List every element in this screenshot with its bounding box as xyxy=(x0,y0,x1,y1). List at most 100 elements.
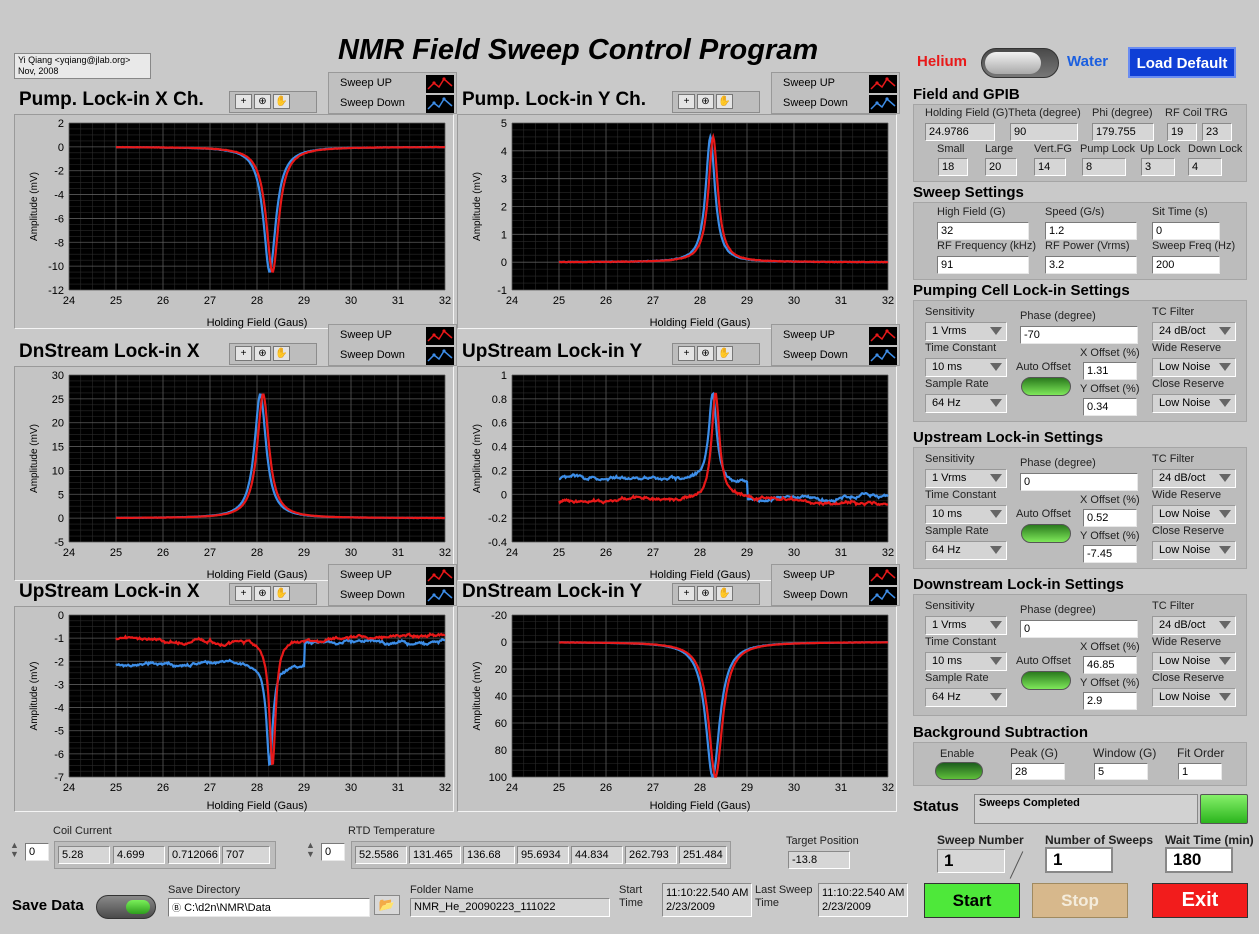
pan-hand-icon[interactable]: ✋ xyxy=(273,346,290,361)
graph-plot-6[interactable]: 24 25 26 27 28 29 30 31 32 -20 0 20 40 60 80 100 Holding… xyxy=(458,607,898,813)
sit-time-input[interactable]: 0 xyxy=(1152,222,1220,240)
rf-frequency-input[interactable]: 91 xyxy=(937,256,1029,274)
num-sweeps-input[interactable]: 1 xyxy=(1045,847,1113,873)
downstream-tc-filter-select[interactable]: 24 dB/oct xyxy=(1152,616,1236,635)
exit-button[interactable]: Exit xyxy=(1152,883,1248,918)
downstream-phase-input[interactable]: 0 xyxy=(1020,620,1138,638)
upstream-phase-input[interactable]: 0 xyxy=(1020,473,1138,491)
author-date: Nov, 2008 xyxy=(18,66,59,76)
pan-hand-icon[interactable]: ✋ xyxy=(273,94,290,109)
graph-tool-palette-4[interactable]: + ⊕ ✋ xyxy=(672,343,760,365)
pump-close-reserve-select[interactable]: Low Noise xyxy=(1152,394,1236,413)
downstream-close-reserve-select[interactable]: Low Noise xyxy=(1152,688,1236,707)
helium-water-switch[interactable] xyxy=(981,48,1059,78)
background-title: Background Subtraction xyxy=(913,724,1089,741)
pan-hand-icon[interactable]: ✋ xyxy=(716,94,733,109)
downstream-y-offset-input[interactable]: 2.9 xyxy=(1083,692,1137,710)
crosshair-icon[interactable]: + xyxy=(678,346,695,361)
dropdown-arrow-icon xyxy=(1219,510,1231,518)
pan-hand-icon[interactable]: ✋ xyxy=(716,586,733,601)
crosshair-icon[interactable]: + xyxy=(235,346,252,361)
upstream-auto-offset-button[interactable] xyxy=(1021,524,1071,543)
save-data-toggle[interactable] xyxy=(96,895,156,919)
graph-plot-3[interactable]: 24 25 26 27 28 29 30 31 32 30 25 20 15 10 5 0 -5 Holding … xyxy=(15,367,455,582)
pump-wide-reserve-select[interactable]: Low Noise xyxy=(1152,358,1236,377)
pump-time-constant-select[interactable]: 10 ms xyxy=(925,358,1007,377)
legend-sweep-down-swatch xyxy=(426,587,454,605)
pan-hand-icon[interactable]: ✋ xyxy=(273,586,290,601)
pump-x-offset-input[interactable]: 1.31 xyxy=(1083,362,1137,380)
x-tick-label: 30 xyxy=(345,782,357,794)
rf-power-input[interactable]: 3.2 xyxy=(1045,256,1137,274)
downstream-x-offset-input[interactable]: 46.85 xyxy=(1083,656,1137,674)
stop-button[interactable]: Stop xyxy=(1032,883,1128,918)
upstream-wide-reserve-select[interactable]: Low Noise xyxy=(1152,505,1236,524)
pump-y-offset-input[interactable]: 0.34 xyxy=(1083,398,1137,416)
dropdown-arrow-icon xyxy=(1219,621,1231,629)
rtd-index-stepper[interactable]: ▲ ▼ xyxy=(306,840,315,859)
legend-sweep-up-label: Sweep UP xyxy=(340,329,392,341)
wait-time-input[interactable]: 180 xyxy=(1165,847,1233,873)
crosshair-icon[interactable]: + xyxy=(678,94,695,109)
upstream-y-offset-input[interactable]: -7.45 xyxy=(1083,545,1137,563)
zoom-icon[interactable]: ⊕ xyxy=(254,346,271,361)
graph-tool-palette-6[interactable]: + ⊕ ✋ xyxy=(672,583,760,605)
downstream-time-constant-select[interactable]: 10 ms xyxy=(925,652,1007,671)
window-input[interactable]: 5 xyxy=(1094,763,1148,780)
graph-plot-1[interactable]: 24 25 26 27 28 29 30 31 32 2 0 -2 -4 -6 -8 -10 -12 Holdin… xyxy=(15,115,455,330)
upstream-sensitivity-select[interactable]: 1 Vrms xyxy=(925,469,1007,488)
upstream-close-reserve-select[interactable]: Low Noise xyxy=(1152,541,1236,560)
upstream-time-constant-select[interactable]: 10 ms xyxy=(925,505,1007,524)
downstream-time-constant-label: Time Constant xyxy=(925,636,997,648)
folder-browse-icon[interactable]: 📂 xyxy=(374,895,400,915)
speed-input[interactable]: 1.2 xyxy=(1045,222,1137,240)
downstream-sensitivity-select[interactable]: 1 Vrms xyxy=(925,616,1007,635)
crosshair-icon[interactable]: + xyxy=(235,94,252,109)
downstream-wide-reserve-select[interactable]: Low Noise xyxy=(1152,652,1236,671)
sweep-freq-input[interactable]: 200 xyxy=(1152,256,1220,274)
downstream-phase-label: Phase (degree) xyxy=(1020,604,1096,616)
graph-plot-4[interactable]: 24 25 26 27 28 29 30 31 32 1 0.8 0.6 0.4 0.2 0 -0.2 -0.4… xyxy=(458,367,898,582)
dropdown-arrow-icon xyxy=(1219,399,1231,407)
high-field-input[interactable]: 32 xyxy=(937,222,1029,240)
enable-toggle[interactable] xyxy=(935,762,983,780)
start-button[interactable]: Start xyxy=(924,883,1020,918)
upstream-tc-filter-select[interactable]: 24 dB/oct xyxy=(1152,469,1236,488)
y-tick-label: 0 xyxy=(501,489,507,501)
zoom-icon[interactable]: ⊕ xyxy=(254,586,271,601)
graph-tool-palette-5[interactable]: + ⊕ ✋ xyxy=(229,583,317,605)
graph-plot-5[interactable]: 24 25 26 27 28 29 30 31 32 0 -1 -2 -3 -4 -5 -6 -7 Holding… xyxy=(15,607,455,813)
pump-tc-filter-select[interactable]: 24 dB/oct xyxy=(1152,322,1236,341)
pump-sample-rate-select[interactable]: 64 Hz xyxy=(925,394,1007,413)
crosshair-icon[interactable]: + xyxy=(235,586,252,601)
y-tick-label: 0 xyxy=(58,513,64,525)
x-tick-label: 32 xyxy=(439,547,451,559)
zoom-icon[interactable]: ⊕ xyxy=(697,94,714,109)
zoom-icon[interactable]: ⊕ xyxy=(697,586,714,601)
graph-tool-palette-2[interactable]: + ⊕ ✋ xyxy=(672,91,760,113)
load-default-button[interactable]: Load Default xyxy=(1128,47,1236,78)
coil-index-stepper[interactable]: ▲ ▼ xyxy=(10,840,19,859)
save-directory-input[interactable]: Ⓑ C:\d2n\NMR\Data xyxy=(168,898,370,917)
legend-sweep-down-swatch xyxy=(426,347,454,365)
downstream-auto-offset-button[interactable] xyxy=(1021,671,1071,690)
zoom-icon[interactable]: ⊕ xyxy=(254,94,271,109)
pump-sensitivity-select[interactable]: 1 Vrms xyxy=(925,322,1007,341)
rtd-index-input[interactable]: 0 xyxy=(321,843,345,861)
downstream-sample-rate-select[interactable]: 64 Hz xyxy=(925,688,1007,707)
graph-tool-palette-1[interactable]: + ⊕ ✋ xyxy=(229,91,317,113)
crosshair-icon[interactable]: + xyxy=(678,586,695,601)
fit-order-input[interactable]: 1 xyxy=(1178,763,1222,780)
pump-auto-offset-button[interactable] xyxy=(1021,377,1071,396)
pan-hand-icon[interactable]: ✋ xyxy=(716,346,733,361)
peak-input[interactable]: 28 xyxy=(1011,763,1065,780)
graph-tool-palette-3[interactable]: + ⊕ ✋ xyxy=(229,343,317,365)
slash-divider xyxy=(1009,851,1024,879)
y-axis-label: Amplitude (mV) xyxy=(472,172,483,241)
upstream-sample-rate-select[interactable]: 64 Hz xyxy=(925,541,1007,560)
pump-phase-input[interactable]: -70 xyxy=(1020,326,1138,344)
upstream-x-offset-input[interactable]: 0.52 xyxy=(1083,509,1137,527)
coil-index-input[interactable]: 0 xyxy=(25,843,49,861)
zoom-icon[interactable]: ⊕ xyxy=(697,346,714,361)
